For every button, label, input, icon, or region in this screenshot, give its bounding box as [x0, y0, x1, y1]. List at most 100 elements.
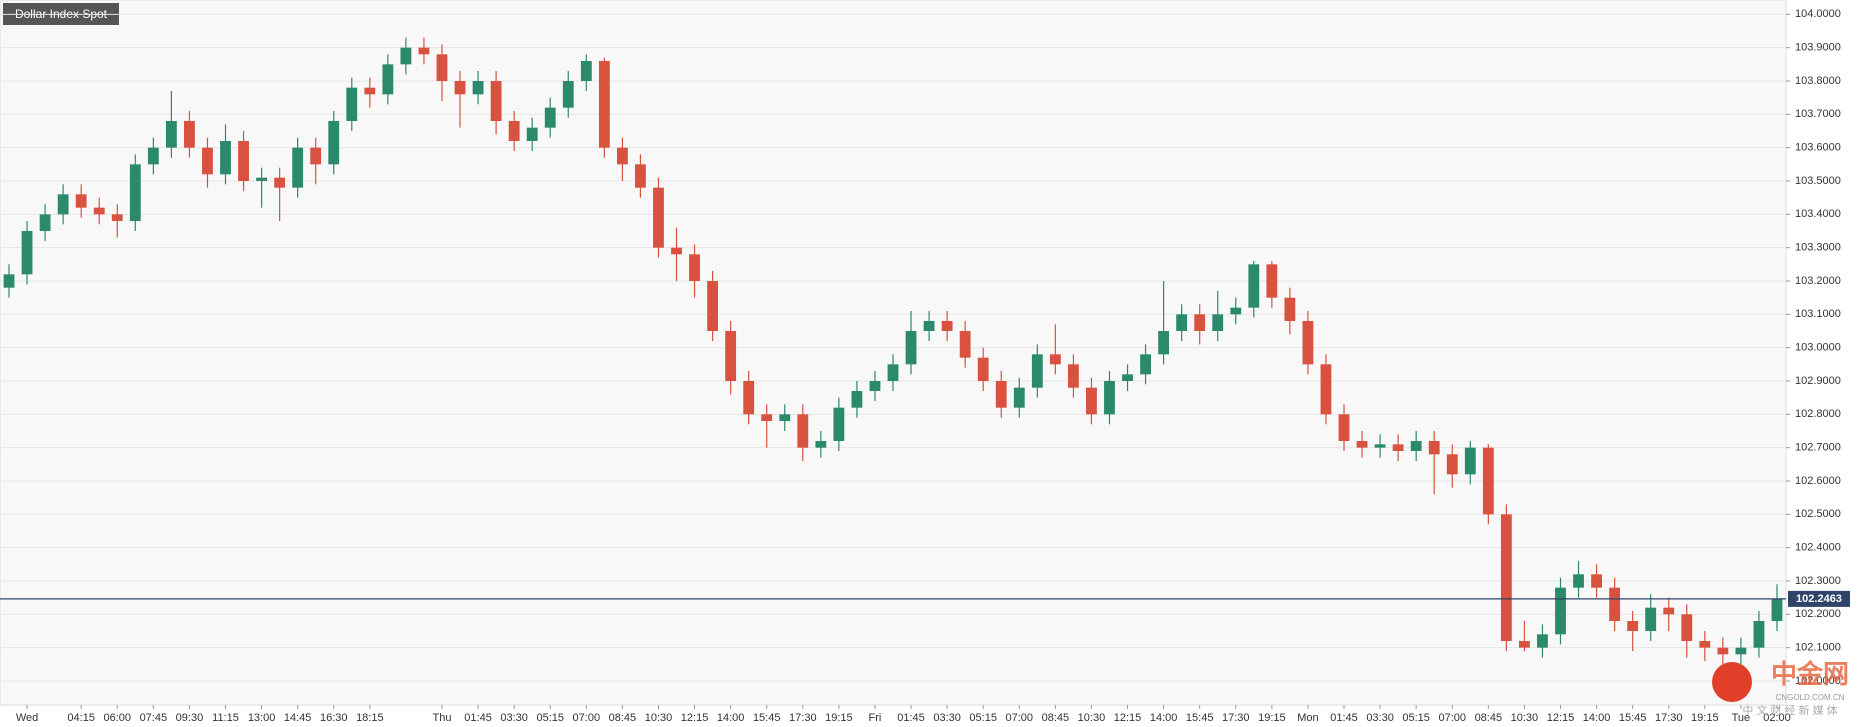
y-tick-label: 102.8000 [1795, 408, 1841, 420]
x-tick-label: Fri [869, 712, 882, 724]
candle-body [1573, 574, 1584, 588]
candle-body [887, 364, 899, 381]
candle-body [635, 164, 646, 188]
y-tick-label: 104.0000 [1795, 8, 1841, 20]
candle-body [833, 407, 845, 441]
y-tick-label: 103.0000 [1795, 342, 1841, 354]
candle-body [1410, 441, 1422, 451]
x-tick-label: Thu [433, 712, 452, 724]
candle-body [93, 207, 105, 215]
candle-body [1104, 381, 1115, 415]
candle-body [382, 64, 394, 95]
watermark: 中金网 CNGOLD.COM.CN 中 文 财 经 新 媒 体 [1712, 659, 1849, 717]
candle-body [995, 381, 1007, 408]
candle-body [526, 127, 538, 141]
candle-body [1753, 621, 1765, 648]
x-tick-label: 09:30 [176, 712, 204, 724]
logo [1712, 662, 1752, 702]
x-tick-label: 06:00 [103, 712, 131, 724]
x-tick-label: 12:15 [1114, 712, 1142, 724]
x-tick-label: 08:45 [1475, 712, 1503, 724]
y-tick-label: 103.4000 [1795, 208, 1841, 220]
candle-body [959, 331, 971, 358]
x-tick-label: Tue [1732, 712, 1751, 724]
candle-body [1500, 514, 1512, 641]
candle-body [1013, 387, 1025, 408]
x-tick-label: 10:30 [645, 712, 673, 724]
candle-body [292, 147, 304, 188]
candle-body [1627, 621, 1639, 631]
candle-body [1555, 587, 1566, 635]
y-tick-label: 102.4000 [1795, 542, 1841, 554]
candle-body [1537, 634, 1548, 648]
candle-body [761, 414, 773, 421]
candle-body [562, 81, 574, 108]
candle-body [202, 147, 213, 175]
x-tick-label: 02:00 [1763, 712, 1791, 724]
candle-body [256, 177, 267, 181]
x-tick-label: 19:15 [825, 712, 853, 724]
candle-body [310, 147, 322, 165]
candle-body [1086, 387, 1097, 415]
candle-body [725, 331, 737, 381]
x-tick-label: 01:45 [897, 712, 925, 724]
x-tick-label: 04:15 [67, 712, 95, 724]
candle-body [184, 121, 195, 148]
last-price-box [1788, 590, 1850, 607]
x-tick-label: 14:00 [1583, 712, 1611, 724]
candle-body [1645, 607, 1657, 631]
y-tick-label: 102.3000 [1795, 575, 1841, 587]
candle-body [1031, 354, 1043, 388]
candle-body [418, 47, 430, 55]
plot-area [0, 0, 1787, 706]
candle-body [1446, 454, 1458, 475]
candle-body [923, 321, 935, 331]
candle-body [1609, 587, 1621, 621]
candle-body [1230, 307, 1242, 315]
x-tick-label: 15:45 [1186, 712, 1214, 724]
candle-body [1735, 647, 1747, 655]
x-tick-label: 11:15 [212, 712, 239, 724]
x-tick-label: 08:45 [1042, 712, 1070, 724]
candle-body [75, 194, 87, 208]
candle-body [1320, 364, 1332, 415]
x-tick-label: 03:30 [933, 712, 961, 724]
candle-body [490, 81, 502, 121]
x-tick-label: 07:45 [140, 712, 168, 724]
candle-body [1122, 374, 1133, 381]
candle-body [1302, 321, 1314, 365]
candle-body [400, 47, 412, 65]
candle-body [1067, 364, 1079, 388]
candle-body [274, 177, 286, 188]
x-tick-label: 03:30 [500, 712, 528, 724]
y-tick-label: 103.7000 [1795, 108, 1841, 120]
candle-body [1212, 314, 1224, 331]
y-tick-label: 103.3000 [1795, 242, 1841, 254]
candle-body [544, 107, 556, 128]
x-tick-label: 15:45 [753, 712, 781, 724]
x-tick-label: 12:15 [1547, 712, 1575, 724]
x-tick-label: 19:15 [1691, 712, 1719, 724]
y-tick-label: 103.9000 [1795, 42, 1841, 54]
x-tick-label: 01:45 [1330, 712, 1358, 724]
candle-body [1049, 354, 1061, 365]
candle-body [689, 254, 700, 281]
candle-body [111, 214, 123, 221]
x-tick-label: 10:30 [1511, 712, 1539, 724]
x-tick-label: 07:00 [1438, 712, 1466, 724]
candle-body [3, 274, 15, 288]
candle-body [508, 121, 520, 141]
x-tick-label: 05:15 [1402, 712, 1430, 724]
candle-body [1158, 331, 1170, 355]
candle-body [1771, 598, 1783, 621]
y-tick-label: 102.9000 [1795, 375, 1841, 387]
candle-body [39, 214, 51, 231]
candle-body [1356, 441, 1368, 448]
candle-body [238, 141, 249, 181]
x-tick-label: Wed [16, 712, 38, 724]
candle-body [851, 391, 863, 408]
y-tick-label: 102.6000 [1795, 475, 1841, 487]
candle-body [1194, 314, 1206, 331]
x-tick-label: 12:15 [681, 712, 709, 724]
candle-body [472, 81, 484, 95]
